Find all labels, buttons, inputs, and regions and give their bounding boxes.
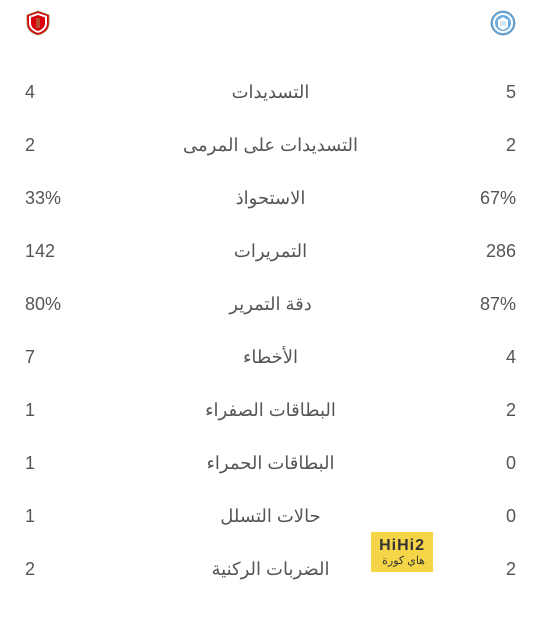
stat-value-left: 7: [25, 347, 105, 368]
team-logo-left: [25, 10, 51, 36]
stat-label: الأخطاء: [105, 347, 436, 368]
watermark-top-text: HiHi2: [379, 536, 425, 555]
stat-label: البطاقات الصفراء: [105, 400, 436, 421]
stat-value-left: 33%: [25, 188, 105, 209]
stats-container: 4 التسديدات 5 2 التسديدات على المرمى 2 3…: [0, 0, 541, 606]
stat-row: 80% دقة التمرير 87%: [20, 278, 521, 331]
stat-label: التسديدات: [105, 82, 436, 103]
stat-value-right: 286: [436, 241, 516, 262]
stat-label: التمريرات: [105, 241, 436, 262]
stat-label: البطاقات الحمراء: [105, 453, 436, 474]
stat-label: التسديدات على المرمى: [105, 135, 436, 156]
stat-value-left: 4: [25, 82, 105, 103]
stat-value-left: 2: [25, 559, 105, 580]
stat-value-left: 1: [25, 453, 105, 474]
stat-value-right: 2: [436, 559, 516, 580]
stat-row: 33% الاستحواذ 67%: [20, 172, 521, 225]
stat-row: 1 حالات التسلل 0: [20, 490, 521, 543]
stat-row: 2 الضربات الركنية 2: [20, 543, 521, 596]
stat-value-left: 1: [25, 400, 105, 421]
stat-row: 2 التسديدات على المرمى 2: [20, 119, 521, 172]
stat-value-left: 2: [25, 135, 105, 156]
stat-value-right: 67%: [436, 188, 516, 209]
watermark-badge: HiHi2 هاي كورة: [371, 532, 433, 572]
stat-label: دقة التمرير: [105, 294, 436, 315]
stat-row: 4 التسديدات 5: [20, 66, 521, 119]
stat-value-right: 5: [436, 82, 516, 103]
stat-row: 142 التمريرات 286: [20, 225, 521, 278]
team-logo-right: [490, 10, 516, 36]
stat-value-right: 4: [436, 347, 516, 368]
stat-value-right: 2: [436, 135, 516, 156]
stat-row: 1 البطاقات الحمراء 0: [20, 437, 521, 490]
stat-value-right: 0: [436, 453, 516, 474]
stat-value-right: 0: [436, 506, 516, 527]
header-row: [20, 10, 521, 36]
stat-value-left: 142: [25, 241, 105, 262]
stat-label: الاستحواذ: [105, 188, 436, 209]
stat-row: 7 الأخطاء 4: [20, 331, 521, 384]
stat-label: حالات التسلل: [105, 506, 436, 527]
stat-value-right: 87%: [436, 294, 516, 315]
stat-value-left: 80%: [25, 294, 105, 315]
stat-row: 1 البطاقات الصفراء 2: [20, 384, 521, 437]
watermark-bottom-text: هاي كورة: [379, 555, 425, 568]
stat-value-right: 2: [436, 400, 516, 421]
stat-value-left: 1: [25, 506, 105, 527]
